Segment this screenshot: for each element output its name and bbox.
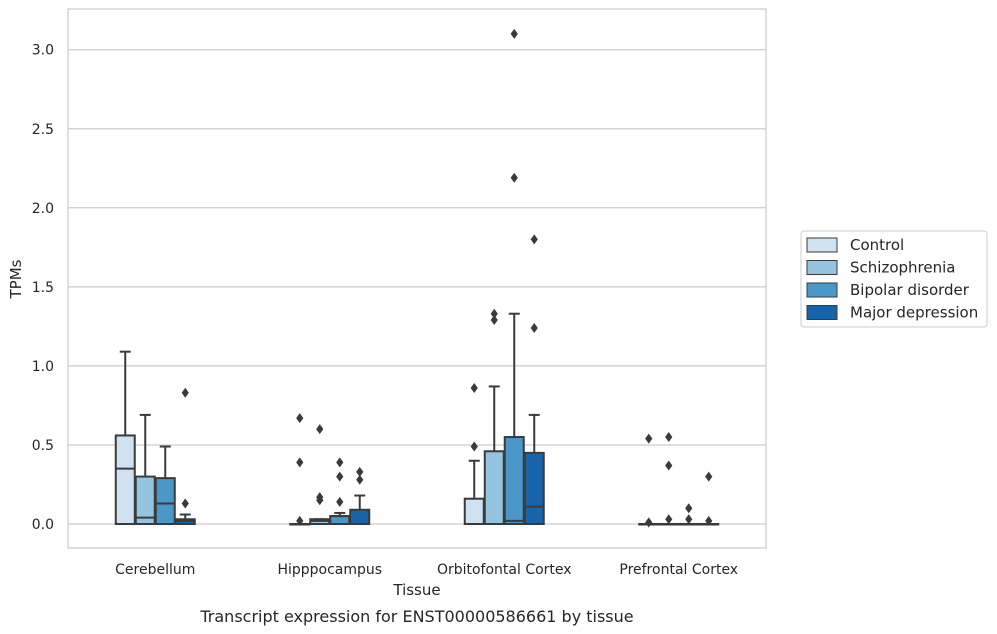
outlier-point [181, 498, 189, 509]
box-body [114, 434, 136, 525]
box-schizophrenia [309, 424, 331, 526]
box-body [349, 508, 371, 525]
outlier-point [296, 515, 304, 526]
outlier-point [665, 514, 673, 525]
chart-caption: Transcript expression for ENST0000058666… [199, 607, 633, 626]
x-axis-ticks: Cerebellum Hipppocampus Orbitofontal Corte… [115, 562, 738, 578]
box-body [329, 515, 351, 525]
box-control [463, 383, 485, 526]
outlier-point [356, 474, 364, 485]
outlier-point [470, 441, 478, 452]
legend-swatch [806, 305, 838, 320]
box-bipolar-disorder [154, 445, 176, 525]
outlier-point [490, 315, 498, 326]
legend-swatch [806, 237, 838, 253]
legend: Control Schizophrenia Bipolar disorder Majo… [800, 230, 988, 328]
legend-swatch [806, 260, 838, 275]
outlier-point [510, 172, 518, 183]
outlier-point [645, 433, 653, 444]
box-schizophrenia [658, 432, 680, 526]
legend-label: Schizophrenia [850, 259, 955, 277]
outlier-point [470, 383, 478, 394]
outlier-point [296, 413, 304, 424]
plot-area-frame [67, 8, 767, 549]
outlier-point [316, 424, 324, 435]
legend-label: Major depression [850, 304, 978, 322]
box-major-depression [349, 466, 371, 525]
box-major-depression [698, 471, 720, 526]
y-tick-label: 1.0 [32, 359, 54, 375]
outlier-point [705, 471, 713, 482]
box-major-depression [174, 387, 196, 526]
y-axis-ticks: 0.0 0.5 1.0 1.5 2.0 2.5 3.0 [32, 43, 54, 533]
x-tick-label: Cerebellum [115, 562, 195, 578]
legend-frame [800, 230, 988, 328]
outlier-point [705, 515, 713, 526]
outlier-point [530, 322, 538, 333]
box-bipolar-disorder [678, 503, 700, 526]
outlier-point [490, 308, 498, 319]
outlier-point [685, 503, 693, 514]
y-tick-label: 0.0 [32, 517, 54, 533]
box-schizophrenia [483, 308, 505, 525]
box-control [638, 433, 660, 528]
box-body [523, 451, 545, 526]
y-tick-label: 0.5 [32, 438, 54, 454]
x-tick-label: Prefrontal Cortex [619, 562, 738, 578]
gridlines [68, 49, 766, 525]
box-body [154, 477, 176, 525]
y-tick-label: 3.0 [32, 43, 54, 59]
outlier-point [356, 466, 364, 477]
y-axis-label: TPMs [7, 259, 25, 299]
outlier-point [510, 28, 518, 39]
outlier-point [181, 387, 189, 398]
box-control [114, 350, 136, 525]
outlier-point [296, 457, 304, 468]
box-control [289, 413, 311, 526]
x-axis-label: Tissue [392, 581, 440, 599]
outlier-point [336, 471, 344, 482]
y-tick-label: 2.0 [32, 201, 54, 217]
outlier-point [645, 517, 653, 528]
box-major-depression [523, 234, 545, 526]
box-bipolar-disorder [503, 28, 525, 526]
box-body [463, 497, 485, 526]
plot-marks [114, 28, 720, 528]
legend-label: Control [850, 236, 904, 254]
outlier-point [336, 496, 344, 507]
x-tick-label: Hipppocampus [277, 562, 382, 578]
outlier-point [336, 457, 344, 468]
y-tick-label: 1.5 [32, 280, 54, 296]
y-tick-label: 2.5 [32, 122, 54, 138]
x-tick-label: Orbitofontal Cortex [437, 562, 572, 578]
outlier-point [685, 514, 693, 525]
outlier-point [530, 234, 538, 245]
outlier-point [665, 432, 673, 443]
legend-swatch [806, 282, 838, 298]
legend-label: Bipolar disorder [850, 281, 970, 299]
box-bipolar-disorder [329, 457, 351, 525]
outlier-point [665, 460, 673, 471]
box-schizophrenia [134, 413, 156, 526]
box-body [483, 450, 505, 525]
outlier-point [316, 492, 324, 503]
box-body [503, 436, 525, 526]
